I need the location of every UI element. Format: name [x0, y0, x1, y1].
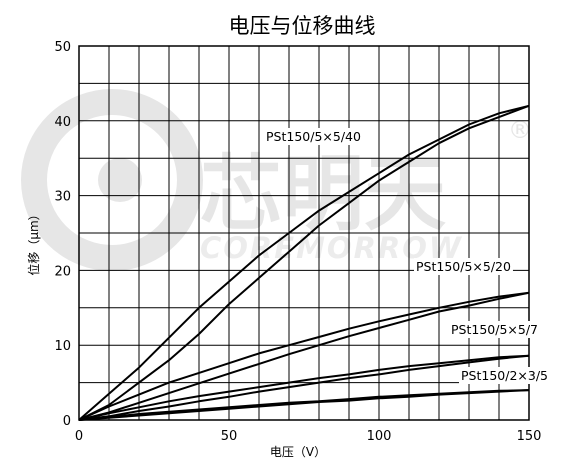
x-tick-label: 50 [221, 429, 238, 444]
series-label-2: PSt150/5×5/20 [416, 259, 511, 274]
watermark-emblem [21, 89, 203, 271]
y-axis-label: 位移（μm） [26, 208, 41, 275]
x-axis-ticks: 0 50 100 150 [75, 429, 542, 444]
y-tick-label: 0 [63, 414, 71, 429]
series-line-4-descending [78, 389, 530, 421]
series-line-2-ascending [78, 291, 530, 421]
series-label-3: PSt150/5×5/7 [451, 322, 538, 337]
y-tick-label: 40 [54, 115, 71, 130]
series-label-background [449, 321, 540, 338]
series-lines [78, 104, 530, 421]
x-tick-label: 0 [75, 429, 83, 444]
series-label-4: PSt150/2×3/5 [461, 368, 548, 383]
series-line-2-descending [78, 291, 530, 421]
y-axis-ticks: 0 10 20 30 40 50 [54, 40, 71, 429]
series-line-1-descending [78, 104, 530, 421]
y-tick-label: 50 [54, 40, 71, 55]
series-labels: PSt150/5×5/40 PSt150/5×5/20 PSt150/5×5/7 PS… [264, 128, 550, 384]
watermark-brand-cn: 芯明天 [200, 147, 446, 242]
x-axis-label: 电压（V） [270, 445, 326, 459]
series-label-background [459, 367, 550, 384]
plot-area-frame [78, 45, 530, 421]
chart-title: 电压与位移曲线 [229, 14, 376, 38]
series-label-background [264, 128, 363, 145]
series-line-3-descending [78, 354, 530, 421]
y-tick-label: 20 [54, 264, 71, 279]
series-line-3-ascending [78, 354, 530, 421]
series-line-1-ascending [78, 104, 530, 421]
series-label-background [414, 258, 513, 275]
series-label-1: PSt150/5×5/40 [266, 129, 361, 144]
y-tick-label: 10 [54, 339, 71, 354]
y-tick-label: 30 [54, 190, 71, 205]
x-tick-label: 100 [367, 429, 392, 444]
x-tick-label: 150 [517, 429, 542, 444]
